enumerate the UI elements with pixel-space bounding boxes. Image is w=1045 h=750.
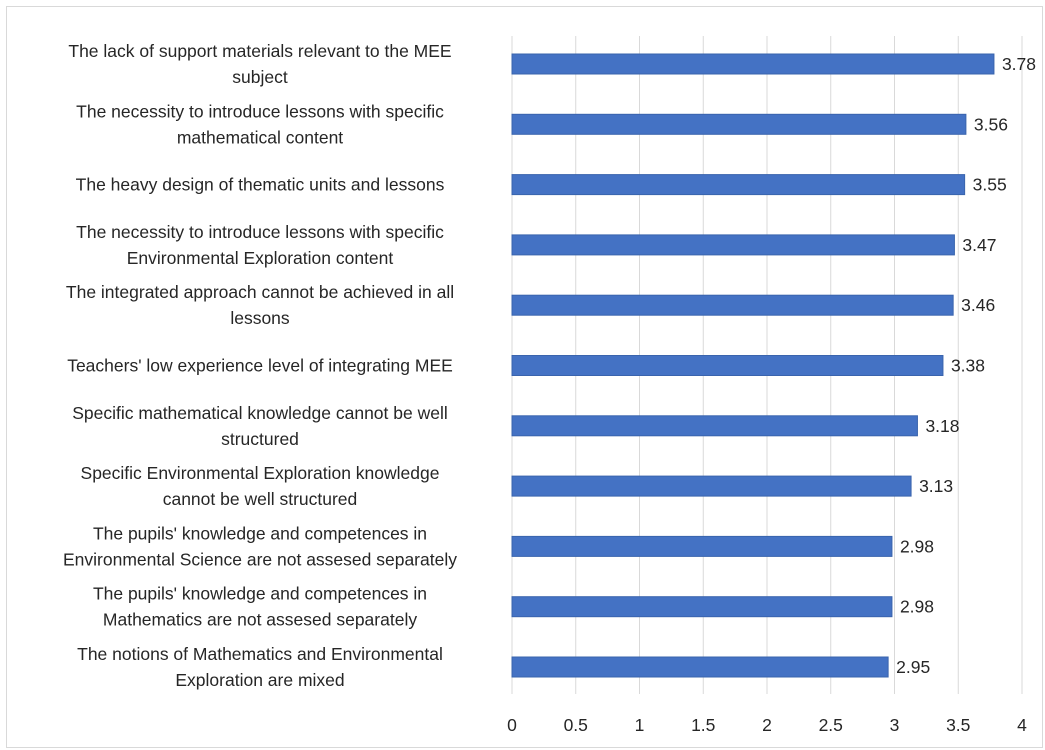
x-tick-label-8: 4 <box>1017 715 1027 735</box>
x-tick-label-3: 1.5 <box>691 715 715 735</box>
category-label-line: mathematical content <box>177 127 343 147</box>
category-label-line: The necessity to introduce lessons with … <box>76 101 444 121</box>
category-label-3: The necessity to introduce lessons with … <box>76 222 444 268</box>
category-label-line: Mathematics are not assesed separately <box>103 610 417 630</box>
data-label-2: 3.55 <box>973 175 1007 195</box>
category-label-line: Teachers' low experience level of integr… <box>67 356 453 376</box>
category-label-4: The integrated approach cannot be achiev… <box>66 282 454 328</box>
x-tick-label-1: 0.5 <box>564 715 588 735</box>
category-label-line: subject <box>232 67 288 87</box>
bar-10 <box>511 656 889 678</box>
data-label-1: 3.56 <box>974 114 1008 134</box>
data-label-4: 3.46 <box>961 295 995 315</box>
bar-5 <box>511 355 944 376</box>
bar-9 <box>511 596 893 618</box>
category-label-5: Teachers' low experience level of integr… <box>67 356 453 376</box>
category-label-line: structured <box>221 429 299 449</box>
category-label-line: lessons <box>230 308 290 328</box>
category-label-line: cannot be well structured <box>163 489 358 509</box>
x-tick-label-5: 2.5 <box>819 715 843 735</box>
bar-0 <box>511 53 995 75</box>
category-label-7: Specific Environmental Exploration knowl… <box>81 463 440 509</box>
category-label-line: The lack of support materials relevant t… <box>68 41 451 61</box>
bar-7 <box>511 475 912 497</box>
category-label-line: Specific Environmental Exploration knowl… <box>81 463 440 483</box>
category-label-9: The pupils' knowledge and competences in… <box>93 584 427 630</box>
data-label-0: 3.78 <box>1002 54 1036 74</box>
category-label-line: Exploration are mixed <box>175 670 344 690</box>
data-label-9: 2.98 <box>900 597 934 617</box>
data-label-8: 2.98 <box>900 536 934 556</box>
category-label-0: The lack of support materials relevant t… <box>68 41 451 87</box>
category-label-10: The notions of Mathematics and Environme… <box>77 644 443 690</box>
category-label-line: The integrated approach cannot be achiev… <box>66 282 454 302</box>
category-label-line: The heavy design of thematic units and l… <box>76 175 445 195</box>
data-label-10: 2.95 <box>896 657 930 677</box>
category-label-1: The necessity to introduce lessons with … <box>76 101 444 147</box>
category-label-8: The pupils' knowledge and competences in… <box>63 523 457 569</box>
x-tick-label-2: 1 <box>635 715 645 735</box>
category-label-line: The pupils' knowledge and competences in <box>93 523 427 543</box>
category-label-line: Specific mathematical knowledge cannot b… <box>72 403 447 423</box>
category-label-line: The necessity to introduce lessons with … <box>76 222 444 242</box>
category-label-2: The heavy design of thematic units and l… <box>76 175 445 195</box>
category-label-line: The notions of Mathematics and Environme… <box>77 644 443 664</box>
data-label-3: 3.47 <box>962 235 996 255</box>
bar-4 <box>511 294 954 316</box>
data-label-6: 3.18 <box>925 416 959 436</box>
data-label-5: 3.38 <box>951 356 985 376</box>
bar-2 <box>511 174 966 196</box>
x-tick-label-7: 3.5 <box>946 715 970 735</box>
data-label-7: 3.13 <box>919 476 953 496</box>
bar-1 <box>511 113 967 135</box>
bar-3 <box>511 234 955 256</box>
bar-8 <box>511 535 893 557</box>
category-label-line: Environmental Exploration content <box>127 248 394 268</box>
category-label-6: Specific mathematical knowledge cannot b… <box>72 403 447 449</box>
x-tick-label-0: 0 <box>507 715 517 735</box>
x-tick-label-6: 3 <box>890 715 900 735</box>
x-tick-label-4: 2 <box>762 715 772 735</box>
category-label-line: The pupils' knowledge and competences in <box>93 584 427 604</box>
bar-6 <box>511 415 918 437</box>
category-label-line: Environmental Science are not assesed se… <box>63 549 457 569</box>
